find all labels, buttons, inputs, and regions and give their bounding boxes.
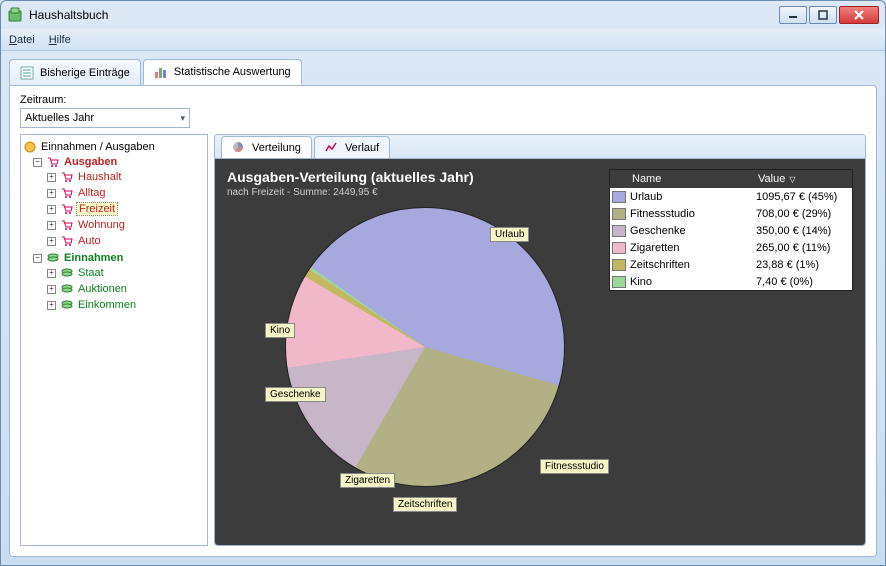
sort-desc-icon: ▽ (789, 175, 795, 184)
cart-icon (60, 202, 74, 216)
menu-datei[interactable]: Datei (9, 34, 35, 46)
tree-root-label[interactable]: Einnahmen / Ausgaben (39, 141, 157, 153)
coins-icon (60, 298, 74, 312)
row-value: 23,88 € (1%) (754, 259, 852, 271)
collapse-toggle[interactable]: − (33, 254, 42, 263)
expand-toggle[interactable]: + (47, 285, 56, 294)
close-button[interactable] (839, 6, 879, 24)
row-name: Fitnessstudio (628, 208, 754, 220)
tab-bisherige-eintraege[interactable]: Bisherige Einträge (9, 59, 141, 85)
table-header-name[interactable]: Name (628, 173, 754, 185)
app-icon (7, 7, 23, 23)
tree-item-wohnung[interactable]: Wohnung (76, 219, 127, 231)
tab-statistische-auswertung[interactable]: Statistische Auswertung (143, 59, 302, 85)
pie-icon (232, 141, 246, 155)
pie-chart (285, 207, 565, 487)
tree-einnahmen[interactable]: Einnahmen (62, 252, 125, 264)
category-tree: Einnahmen / Ausgaben − Ausgaben + Haushal… (20, 134, 208, 546)
table-row: Urlaub 1095,67 € (45%) (610, 188, 852, 205)
coins-icon (46, 251, 60, 265)
tab-verteilung[interactable]: Verteilung (221, 136, 312, 158)
table-row: Zigaretten 265,00 € (11%) (610, 239, 852, 256)
expand-toggle[interactable]: + (47, 237, 56, 246)
row-name: Zigaretten (628, 242, 754, 254)
collapse-toggle[interactable]: − (33, 158, 42, 167)
tree-item-freizeit[interactable]: Freizeit (76, 202, 118, 216)
slice-label-urlaub: Urlaub (490, 227, 529, 242)
color-swatch (612, 259, 626, 271)
tab-label: Statistische Auswertung (174, 66, 291, 78)
row-name: Geschenke (628, 225, 754, 237)
table-header-value[interactable]: Value▽ (754, 173, 852, 185)
table-row: Geschenke 350,00 € (14%) (610, 222, 852, 239)
color-swatch (612, 191, 626, 203)
table-row: Zeitschriften 23,88 € (1%) (610, 256, 852, 273)
color-swatch (612, 225, 626, 237)
chart-data-table: Name Value▽ Urlaub 1095,67 € (45%) Fitne… (609, 169, 853, 291)
titlebar: Haushaltsbuch (1, 1, 885, 29)
tree-item-staat[interactable]: Staat (76, 267, 106, 279)
chart-area: Ausgaben-Verteilung (aktuelles Jahr) nac… (215, 159, 865, 545)
row-value: 1095,67 € (45%) (754, 191, 852, 203)
tab-label: Bisherige Einträge (40, 67, 130, 79)
row-value: 265,00 € (11%) (754, 242, 852, 254)
tree-ausgaben[interactable]: Ausgaben (62, 156, 119, 168)
tab-verlauf[interactable]: Verlauf (314, 136, 390, 158)
cart-icon (60, 234, 74, 248)
chevron-down-icon: ▾ (180, 113, 185, 124)
slice-label-kino: Kino (265, 323, 295, 338)
coins-icon (60, 266, 74, 280)
bar-chart-icon (154, 65, 168, 79)
window-title: Haushaltsbuch (29, 8, 779, 22)
line-chart-icon (325, 141, 339, 155)
expand-toggle[interactable]: + (47, 205, 56, 214)
row-name: Zeitschriften (628, 259, 754, 271)
row-value: 708,00 € (29%) (754, 208, 852, 220)
tree-item-einkommen[interactable]: Einkommen (76, 299, 138, 311)
row-name: Kino (628, 276, 754, 288)
color-swatch (612, 276, 626, 288)
color-swatch (612, 242, 626, 254)
expand-toggle[interactable]: + (47, 173, 56, 182)
expand-toggle[interactable]: + (47, 221, 56, 230)
cart-icon (60, 170, 74, 184)
zeitraum-label: Zeitraum: (20, 94, 866, 106)
tree-item-auto[interactable]: Auto (76, 235, 103, 247)
slice-label-zigaretten: Zigaretten (340, 473, 395, 488)
minimize-button[interactable] (779, 6, 807, 24)
tree-item-auktionen[interactable]: Auktionen (76, 283, 129, 295)
slice-label-zeitschriften: Zeitschriften (393, 497, 457, 512)
row-name: Urlaub (628, 191, 754, 203)
menubar: Datei Hilfe (1, 29, 885, 51)
expand-toggle[interactable]: + (47, 269, 56, 278)
table-row: Fitnessstudio 708,00 € (29%) (610, 205, 852, 222)
expand-toggle[interactable]: + (47, 189, 56, 198)
cart-icon (46, 155, 60, 169)
slice-label-fitnessstudio: Fitnessstudio (540, 459, 609, 474)
verteilung-label: Verteilung (252, 142, 301, 154)
expand-toggle[interactable]: + (47, 301, 56, 310)
cart-icon (60, 218, 74, 232)
tree-item-alltag[interactable]: Alltag (76, 187, 108, 199)
cart-icon (60, 186, 74, 200)
tree-root-icon (23, 140, 37, 154)
maximize-button[interactable] (809, 6, 837, 24)
verlauf-label: Verlauf (345, 142, 379, 154)
slice-label-geschenke: Geschenke (265, 387, 326, 402)
right-tabstrip: Verteilung Verlauf (215, 135, 865, 159)
main-tabstrip: Bisherige Einträge Statistische Auswertu… (1, 55, 885, 85)
zeitraum-combobox[interactable]: Aktuelles Jahr ▾ (20, 108, 190, 128)
tree-item-haushalt[interactable]: Haushalt (76, 171, 123, 183)
color-swatch (612, 208, 626, 220)
list-icon (20, 66, 34, 80)
zeitraum-value: Aktuelles Jahr (25, 112, 94, 124)
row-value: 7,40 € (0%) (754, 276, 852, 288)
coins-icon (60, 282, 74, 296)
row-value: 350,00 € (14%) (754, 225, 852, 237)
menu-hilfe[interactable]: Hilfe (49, 34, 71, 46)
table-row: Kino 7,40 € (0%) (610, 273, 852, 290)
